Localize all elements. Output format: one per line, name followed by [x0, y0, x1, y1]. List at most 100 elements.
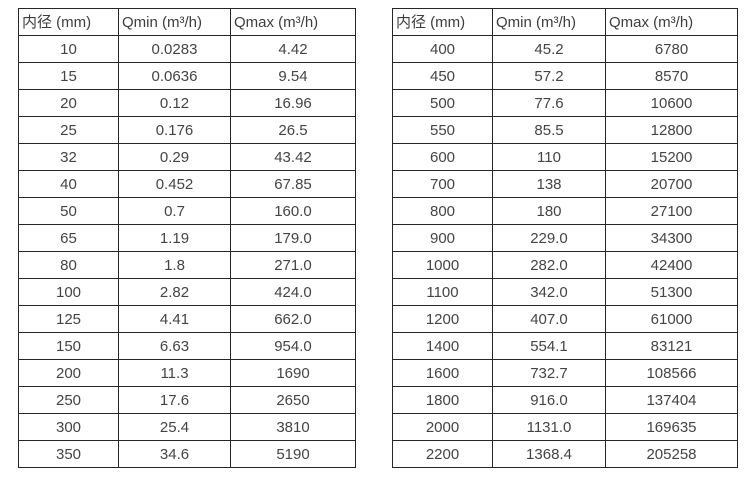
qmax-cell: 42400 [605, 251, 738, 279]
qmax-cell: 1690 [230, 359, 356, 387]
table-row: 700 138 20700 [392, 170, 738, 198]
qmin-cell: 34.6 [118, 440, 231, 468]
qmin-column-header: Qmin (m³/h) [492, 8, 606, 36]
flow-spec-table-large-diameters: 内径 (mm) Qmin (m³/h) Qmax (m³/h) 400 45.2 678… [392, 8, 738, 468]
table-row: 15 0.0636 9.54 [18, 62, 356, 90]
table-row: 1200 407.0 61000 [392, 305, 738, 333]
qmax-cell: 169635 [605, 413, 738, 441]
qmin-cell: 1368.4 [492, 440, 606, 468]
table-row: 400 45.2 6780 [392, 35, 738, 63]
qmin-cell: 0.0636 [118, 62, 231, 90]
qmin-cell: 0.452 [118, 170, 231, 198]
qmin-cell: 57.2 [492, 62, 606, 90]
table-row: 1400 554.1 83121 [392, 332, 738, 360]
qmin-cell: 1.8 [118, 251, 231, 279]
diameter-cell: 20 [18, 89, 119, 117]
qmin-column-header: Qmin (m³/h) [118, 8, 231, 36]
qmax-cell: 271.0 [230, 251, 356, 279]
qmax-cell: 424.0 [230, 278, 356, 306]
table-row: 200 11.3 1690 [18, 359, 356, 387]
qmax-cell: 67.85 [230, 170, 356, 198]
qmax-cell: 179.0 [230, 224, 356, 252]
qmin-cell: 0.0283 [118, 35, 231, 63]
qmin-cell: 342.0 [492, 278, 606, 306]
diameter-cell: 900 [392, 224, 493, 252]
table-row: 150 6.63 954.0 [18, 332, 356, 360]
table-row: 2000 1131.0 169635 [392, 413, 738, 441]
diameter-cell: 300 [18, 413, 119, 441]
diameter-cell: 10 [18, 35, 119, 63]
diameter-cell: 50 [18, 197, 119, 225]
diameter-cell: 100 [18, 278, 119, 306]
diameter-column-header: 内径 (mm) [392, 8, 493, 36]
qmin-cell: 17.6 [118, 386, 231, 414]
qmin-cell: 77.6 [492, 89, 606, 117]
table-row: 900 229.0 34300 [392, 224, 738, 252]
qmax-cell: 6780 [605, 35, 738, 63]
diameter-cell: 1200 [392, 305, 493, 333]
table-row: 350 34.6 5190 [18, 440, 356, 468]
qmin-cell: 6.63 [118, 332, 231, 360]
qmin-cell: 0.12 [118, 89, 231, 117]
diameter-cell: 40 [18, 170, 119, 198]
qmin-cell: 110 [492, 143, 606, 171]
table-row: 500 77.6 10600 [392, 89, 738, 117]
qmax-cell: 16.96 [230, 89, 356, 117]
qmin-cell: 25.4 [118, 413, 231, 441]
qmax-cell: 160.0 [230, 197, 356, 225]
qmin-cell: 1131.0 [492, 413, 606, 441]
diameter-cell: 15 [18, 62, 119, 90]
qmax-cell: 9.54 [230, 62, 356, 90]
table-row: 100 2.82 424.0 [18, 278, 356, 306]
diameter-column-header: 内径 (mm) [18, 8, 119, 36]
flow-spec-table-small-diameters: 内径 (mm) Qmin (m³/h) Qmax (m³/h) 10 0.0283 4.… [18, 8, 356, 468]
diameter-cell: 150 [18, 332, 119, 360]
qmax-cell: 43.42 [230, 143, 356, 171]
qmax-cell: 61000 [605, 305, 738, 333]
diameter-cell: 80 [18, 251, 119, 279]
qmax-cell: 8570 [605, 62, 738, 90]
qmin-cell: 85.5 [492, 116, 606, 144]
qmin-cell: 282.0 [492, 251, 606, 279]
table-row: 80 1.8 271.0 [18, 251, 356, 279]
table-row: 2200 1368.4 205258 [392, 440, 738, 468]
qmax-cell: 2650 [230, 386, 356, 414]
table-row: 40 0.452 67.85 [18, 170, 356, 198]
diameter-cell: 65 [18, 224, 119, 252]
table-row: 50 0.7 160.0 [18, 197, 356, 225]
table-row: 10 0.0283 4.42 [18, 35, 356, 63]
diameter-cell: 1400 [392, 332, 493, 360]
qmin-cell: 45.2 [492, 35, 606, 63]
diameter-cell: 2000 [392, 413, 493, 441]
table-row: 450 57.2 8570 [392, 62, 738, 90]
table-row: 300 25.4 3810 [18, 413, 356, 441]
table-row: 800 180 27100 [392, 197, 738, 225]
qmax-cell: 108566 [605, 359, 738, 387]
diameter-cell: 32 [18, 143, 119, 171]
table-row: 25 0.176 26.5 [18, 116, 356, 144]
table-row: 125 4.41 662.0 [18, 305, 356, 333]
qmin-cell: 554.1 [492, 332, 606, 360]
table-row: 1100 342.0 51300 [392, 278, 738, 306]
table-row: 250 17.6 2650 [18, 386, 356, 414]
table-row: 32 0.29 43.42 [18, 143, 356, 171]
qmin-cell: 1.19 [118, 224, 231, 252]
diameter-cell: 700 [392, 170, 493, 198]
qmax-cell: 662.0 [230, 305, 356, 333]
qmax-cell: 15200 [605, 143, 738, 171]
qmin-cell: 916.0 [492, 386, 606, 414]
qmin-cell: 732.7 [492, 359, 606, 387]
diameter-cell: 1100 [392, 278, 493, 306]
qmin-cell: 2.82 [118, 278, 231, 306]
qmax-cell: 51300 [605, 278, 738, 306]
qmax-column-header: Qmax (m³/h) [230, 8, 356, 36]
qmax-cell: 10600 [605, 89, 738, 117]
diameter-cell: 350 [18, 440, 119, 468]
table-row: 600 110 15200 [392, 143, 738, 171]
diameter-cell: 1600 [392, 359, 493, 387]
qmin-cell: 0.176 [118, 116, 231, 144]
qmin-cell: 229.0 [492, 224, 606, 252]
diameter-cell: 800 [392, 197, 493, 225]
diameter-cell: 125 [18, 305, 119, 333]
qmax-cell: 4.42 [230, 35, 356, 63]
